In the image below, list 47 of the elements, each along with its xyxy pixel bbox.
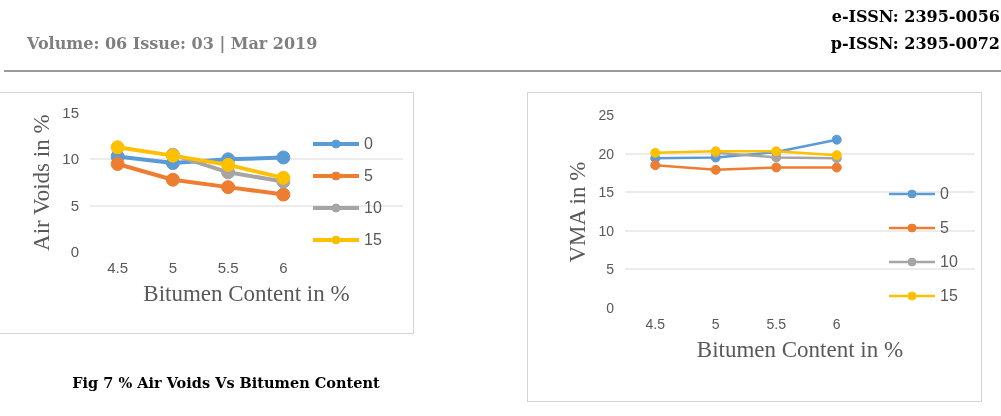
x-tick-label: 5.5 (766, 316, 787, 332)
point (221, 180, 236, 195)
x-axis-title: Bitumen Content in % (696, 337, 904, 362)
point (276, 187, 291, 202)
point (650, 147, 661, 158)
legend-label: 5 (364, 167, 374, 185)
y-axis-title: VMA in % (565, 161, 591, 263)
x-tick-label: 5.5 (217, 259, 239, 276)
point (771, 162, 782, 173)
legend-label: 15 (364, 231, 383, 249)
point (710, 164, 721, 175)
x-axis-title: Bitumen Content in % (143, 281, 350, 306)
point (276, 150, 291, 165)
text: Volume: 06 Issue: 03 | Mar 2019 (27, 34, 318, 53)
caption: Fig 7 % Air Voids Vs Bitumen Content (71, 374, 381, 391)
point (221, 157, 236, 172)
legend-label: 10 (364, 199, 383, 217)
y-tick-label: 10 (598, 222, 615, 239)
x-tick-label: 6 (832, 316, 841, 332)
legend-label: 10 (940, 253, 959, 271)
point (110, 140, 125, 155)
x-tick-label: 4.5 (107, 259, 129, 276)
x-tick-label: 4.5 (645, 316, 666, 332)
y-axis-title: Air Voids in % (29, 114, 55, 251)
point (831, 134, 842, 145)
legend-label: 15 (940, 287, 959, 305)
legend-label: 5 (940, 219, 950, 237)
y-tick-label: 0 (606, 300, 615, 316)
point (831, 162, 842, 173)
y-tick-label: 10 (62, 150, 79, 168)
y-tick-label: 15 (598, 184, 615, 201)
x-tick-label: 5 (711, 316, 720, 332)
y-tick-label: 5 (70, 196, 79, 214)
text: e-ISSN: 2395-0056 (831, 7, 1000, 26)
legend-label: 0 (940, 185, 950, 203)
point (650, 160, 661, 171)
point (110, 156, 125, 171)
x-tick-label: 5 (168, 259, 178, 276)
point (276, 170, 291, 185)
y-tick-label: 20 (598, 145, 615, 162)
point (165, 172, 180, 187)
legend-label: 0 (364, 135, 374, 153)
x-tick-label: 6 (279, 259, 288, 276)
y-tick-label: 0 (70, 243, 79, 260)
y-tick-label: 15 (62, 104, 79, 121)
y-tick-label: 25 (598, 107, 615, 123)
text: p-ISSN: 2395-0072 (830, 34, 1000, 53)
